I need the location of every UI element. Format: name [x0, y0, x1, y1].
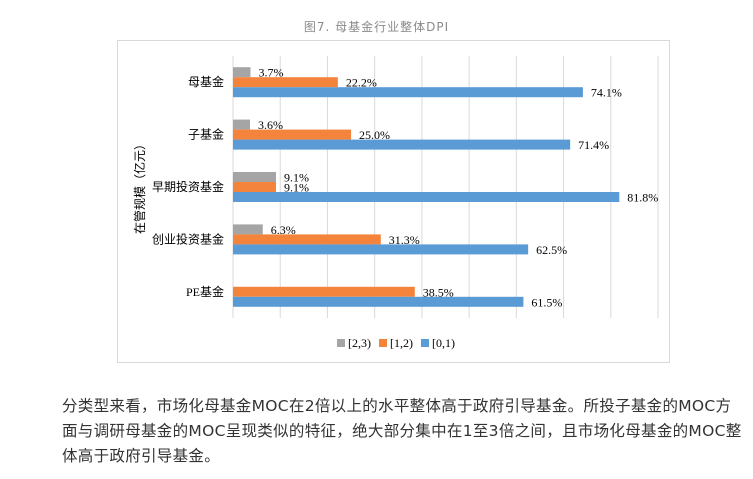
y-axis-label: 在管规模（亿元）: [132, 138, 147, 234]
bar: [233, 67, 251, 78]
category-label: 早期投资基金: [152, 179, 224, 194]
data-label: 6.3%: [271, 223, 296, 237]
bar: [233, 296, 524, 307]
bar: [233, 286, 415, 297]
bar: [233, 119, 250, 130]
bar: [233, 129, 352, 140]
data-label: 3.6%: [258, 118, 283, 132]
bar: [233, 244, 529, 255]
chart-title: 图7. 母基金行业整体DPI: [303, 20, 450, 34]
data-label: 38.5%: [423, 285, 454, 299]
category-label: 子基金: [188, 127, 224, 142]
data-label: 61.5%: [531, 295, 562, 309]
bar: [233, 172, 276, 182]
data-label: 71.4%: [578, 138, 609, 152]
legend-entry: [2,3): [348, 336, 371, 350]
bar-chart: 母基金 3.7% 22.2% 74.1% 子基金 3.6% 25.0% 71.4% 早期投资基金…: [132, 56, 659, 350]
category-label: 创业投资基金: [152, 231, 224, 246]
legend-swatch: [379, 339, 387, 347]
data-label: 81.8%: [627, 191, 658, 205]
category-label: PE基金: [186, 284, 224, 299]
category-label: 母基金: [188, 74, 224, 89]
data-label: 9.1%: [284, 171, 309, 185]
data-label: 3.7%: [258, 66, 283, 80]
bar: [233, 182, 276, 192]
data-label: 25.0%: [359, 128, 390, 142]
bar: [233, 192, 620, 202]
bar: [233, 87, 583, 98]
data-label: 62.5%: [536, 243, 567, 257]
bar: [233, 139, 571, 150]
bar: [233, 224, 263, 235]
legend-swatch: [421, 339, 429, 347]
chart-frame: [117, 40, 670, 363]
legend-swatch: [337, 339, 345, 347]
body-paragraph: 分类型来看，市场化母基金MOC在2倍以上的水平整体高于政府引导基金。所投子基金的…: [62, 397, 742, 465]
bar: [233, 77, 338, 88]
legend-entry: [0,1): [432, 336, 455, 350]
data-label: 74.1%: [591, 86, 622, 100]
data-label: 9.1%: [284, 181, 309, 195]
data-label: 22.2%: [346, 76, 377, 90]
bar: [233, 234, 381, 245]
legend-entry: [1,2): [390, 336, 413, 350]
data-label: 31.3%: [389, 233, 420, 247]
